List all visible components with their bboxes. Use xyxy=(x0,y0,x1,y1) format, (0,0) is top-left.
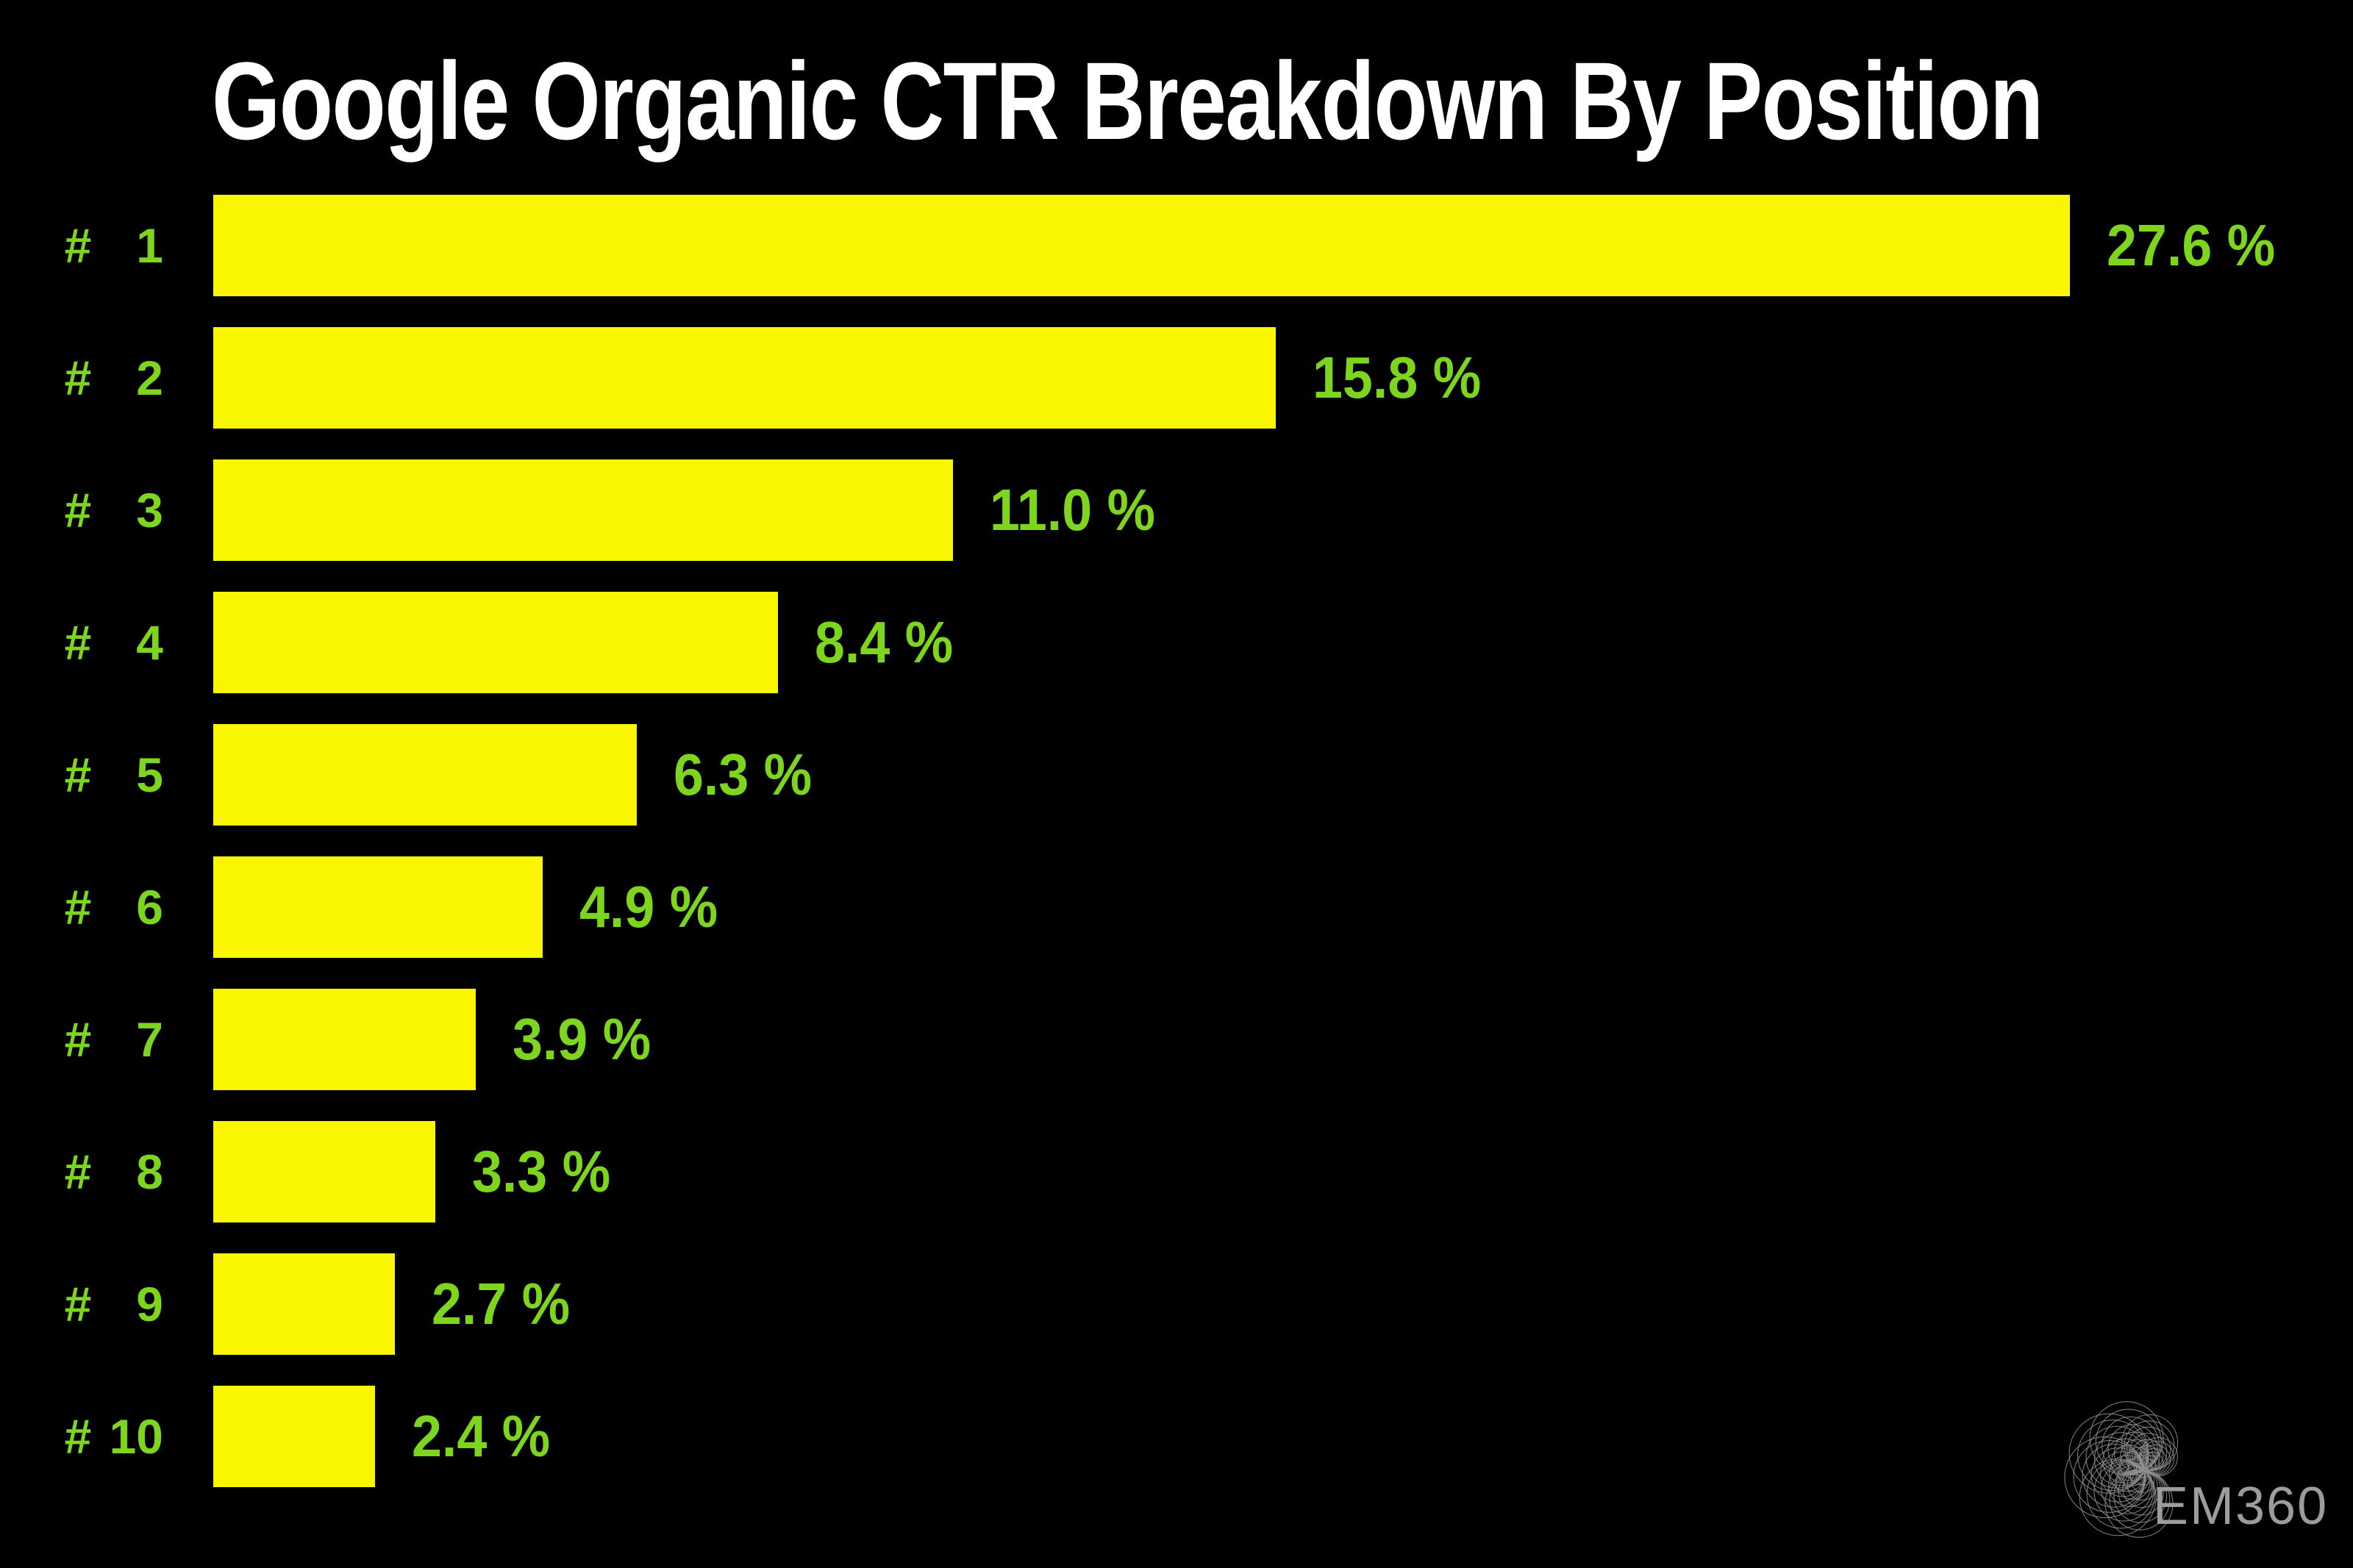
bar-value-label: 6.3 % xyxy=(674,742,813,807)
bar-value-label: 27.6 % xyxy=(2107,212,2276,278)
rank-hash-label: # xyxy=(64,218,92,273)
em360-logo-mark-icon xyxy=(2064,1401,2179,1538)
ctr-bar xyxy=(213,1121,435,1222)
ctr-bar xyxy=(213,1386,375,1487)
bar-value-label: 11.0 % xyxy=(990,477,1156,543)
rank-hash-label: # xyxy=(64,748,92,802)
rank-hash-label: # xyxy=(64,615,92,670)
rank-hash-label: # xyxy=(64,1012,92,1067)
chart-title: Google Organic CTR Breakdown By Position xyxy=(212,39,2043,162)
bar-value-label: 15.8 % xyxy=(1313,345,1482,410)
ctr-bar xyxy=(213,856,543,958)
bar-value-label: 8.4 % xyxy=(815,609,954,675)
ctr-bar xyxy=(213,195,2070,296)
rank-number-label: 9 xyxy=(136,1277,163,1331)
rank-hash-label: # xyxy=(64,351,92,405)
ctr-bar xyxy=(213,989,476,1090)
rank-number-label: 10 xyxy=(109,1409,163,1464)
rank-hash-label: # xyxy=(64,1277,92,1331)
ctr-bar xyxy=(213,327,1276,429)
rank-hash-label: # xyxy=(64,880,92,934)
rank-hash-label: # xyxy=(64,483,92,537)
rank-number-label: 5 xyxy=(136,748,163,802)
rank-number-label: 3 xyxy=(136,483,163,537)
ctr-bar xyxy=(213,1253,395,1355)
rank-number-label: 6 xyxy=(136,880,163,934)
bar-value-label: 4.9 % xyxy=(579,874,718,939)
rank-number-label: 1 xyxy=(136,218,163,273)
chart-row: # 6 4.9 % xyxy=(0,856,2353,958)
bar-value-label: 3.9 % xyxy=(513,1006,651,1072)
ctr-bar xyxy=(213,724,637,826)
rank-number-label: 2 xyxy=(136,351,163,405)
chart-row: # 4 8.4 % xyxy=(0,592,2353,693)
chart-row: # 5 6.3 % xyxy=(0,724,2353,826)
ctr-bar xyxy=(213,592,778,693)
chart-row: # 10 2.4 % xyxy=(0,1386,2353,1487)
bar-value-label: 2.4 % xyxy=(412,1403,551,1469)
chart-row: # 9 2.7 % xyxy=(0,1253,2353,1355)
rank-number-label: 8 xyxy=(136,1145,163,1199)
chart-row: # 2 15.8 % xyxy=(0,327,2353,429)
ctr-bar xyxy=(213,459,953,561)
bar-value-label: 3.3 % xyxy=(472,1139,611,1204)
rank-number-label: 7 xyxy=(136,1012,163,1067)
em360-logo-text: EM360 xyxy=(2153,1477,2329,1536)
bar-value-label: 2.7 % xyxy=(432,1271,571,1336)
chart-row: # 7 3.9 % xyxy=(0,989,2353,1090)
chart-row: # 8 3.3 % xyxy=(0,1121,2353,1222)
rank-hash-label: # xyxy=(64,1409,92,1464)
em360-logo: EM360 xyxy=(2052,1381,2353,1564)
chart-row: # 1 27.6 % xyxy=(0,195,2353,296)
rank-hash-label: # xyxy=(64,1145,92,1199)
chart-row: # 3 11.0 % xyxy=(0,459,2353,561)
rank-number-label: 4 xyxy=(136,615,163,670)
